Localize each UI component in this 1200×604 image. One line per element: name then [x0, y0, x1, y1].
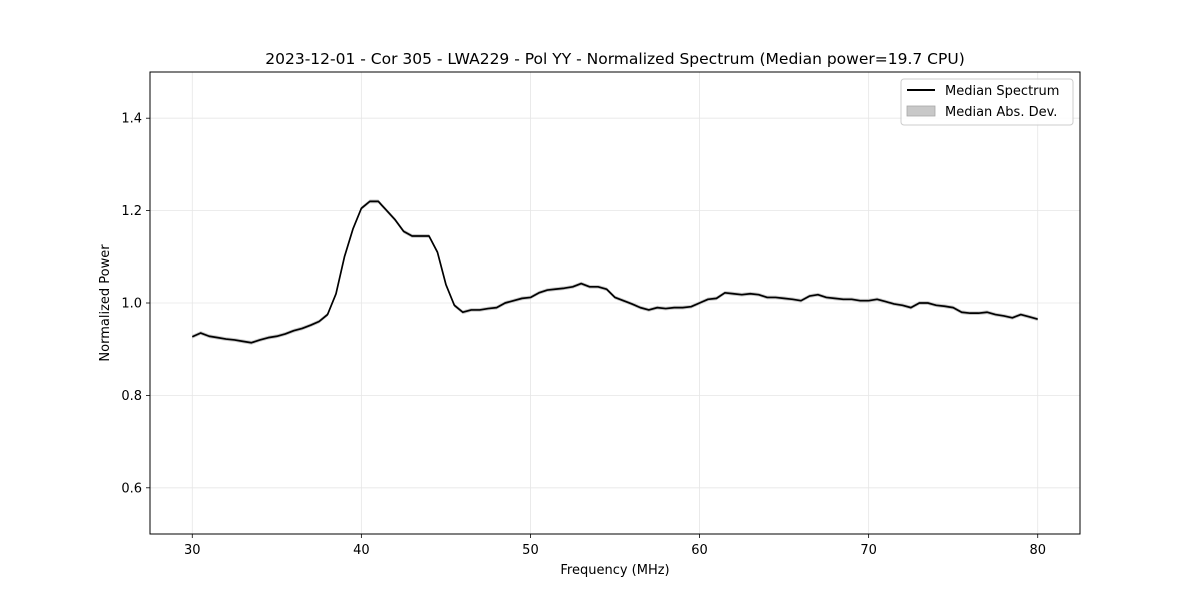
legend-patch-swatch	[906, 105, 936, 117]
x-tick-label: 30	[184, 543, 201, 558]
legend-label-median-spectrum: Median Spectrum	[945, 84, 1059, 99]
y-tick-label: 0.6	[121, 481, 142, 496]
x-tick-label: 50	[522, 543, 539, 558]
y-tick-label: 0.8	[121, 389, 142, 404]
x-axis-label: Frequency (MHz)	[560, 563, 669, 578]
x-tick-label: 80	[1029, 543, 1046, 558]
y-axis-label: Normalized Power	[98, 244, 113, 362]
chart-title: 2023-12-01 - Cor 305 - LWA229 - Pol YY -…	[265, 50, 965, 68]
series-line-layer	[191, 200, 1038, 344]
legend-box	[900, 78, 1074, 126]
y-tick-label: 1.0	[121, 297, 142, 312]
x-axis-ticks: 30 40 50 60 70 80	[184, 534, 1046, 558]
legend-label-median-abs-dev: Median Abs. Dev.	[945, 105, 1057, 120]
x-tick-label: 60	[691, 543, 708, 558]
y-tick-label: 1.2	[121, 204, 142, 219]
x-tick-label: 40	[353, 543, 370, 558]
x-tick-label: 70	[860, 543, 877, 558]
y-tick-label: 1.4	[121, 112, 142, 127]
legend: Median Spectrum Median Abs. Dev.	[900, 78, 1074, 126]
y-axis-ticks: 0.6 0.8 1.0 1.2 1.4	[121, 112, 150, 496]
median-spectrum-line	[191, 200, 1038, 344]
